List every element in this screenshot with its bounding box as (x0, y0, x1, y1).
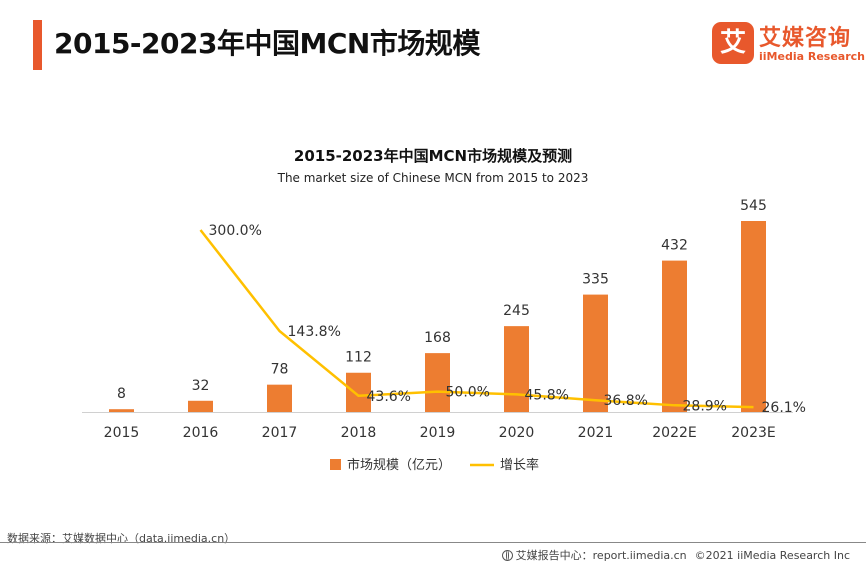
bar-2015 (109, 409, 134, 412)
growth-rate-label: 300.0% (209, 223, 262, 239)
iimedia-logo: 艾 艾媒咨询 iiMedia Research (712, 20, 865, 68)
chart-subtitle: The market size of Chinese MCN from 2015… (277, 171, 589, 185)
growth-rate-label: 50.0% (446, 385, 490, 401)
bar-value-label: 78 (271, 362, 289, 378)
logo-english-name: iiMedia Research (759, 50, 865, 63)
bar-value-label: 245 (503, 303, 530, 319)
x-tick-label: 2022E (652, 425, 696, 441)
logo-mark-icon: 艾 (712, 22, 754, 64)
x-tick-label: 2018 (341, 425, 377, 441)
bar-2020 (504, 326, 529, 412)
globe-icon (501, 550, 513, 561)
report-site: 艾媒报告中心：report.iimedia.cn (515, 549, 687, 562)
bar-value-label: 8 (117, 386, 126, 402)
bar-2019 (425, 353, 450, 412)
bar-2018 (346, 372, 371, 412)
title-accent-bar (33, 20, 42, 70)
x-tick-label: 2017 (262, 425, 298, 441)
bar-value-label: 112 (345, 350, 372, 366)
growth-rate-label: 36.8% (604, 393, 648, 409)
growth-rate-label: 143.8% (288, 324, 341, 340)
legend-bar-swatch (330, 459, 341, 470)
page-title: 2015-2023年中国MCN市场规模 (54, 27, 480, 60)
bar-2017 (267, 384, 292, 412)
legend-line-label: 增长率 (500, 457, 539, 473)
growth-rate-label: 26.1% (762, 400, 806, 416)
x-tick-label: 2016 (183, 425, 219, 441)
bar-2016 (188, 400, 213, 412)
data-source: 数据来源：艾媒数据中心（data.iimedia.cn） (7, 532, 236, 545)
bar-value-label: 432 (661, 238, 688, 254)
legend-bar-label: 市场规模（亿元） (347, 457, 451, 473)
x-tick-label: 2021 (578, 425, 614, 441)
bar-value-label: 168 (424, 330, 451, 346)
footer: 艾媒报告中心：report.iimedia.cn ©2021 iiMedia Re… (501, 547, 850, 563)
copyright: ©2021 iiMedia Research Inc (694, 549, 850, 562)
bar-value-label: 32 (192, 378, 210, 394)
logo-chinese-name: 艾媒咨询 (759, 26, 852, 51)
growth-rate-label: 28.9% (683, 398, 727, 414)
bar-value-label: 335 (582, 272, 609, 288)
x-tick-label: 2023E (731, 425, 775, 441)
growth-rate-label: 43.6% (367, 389, 411, 405)
x-tick-label: 2015 (104, 425, 140, 441)
bar-2022E (662, 260, 687, 412)
bar-2023E (741, 221, 766, 412)
bar-value-label: 545 (740, 198, 767, 214)
growth-rate-line (199, 229, 754, 409)
chart-title: 2015-2023年中国MCN市场规模及预测 (293, 147, 573, 165)
growth-rate-label: 45.8% (525, 387, 569, 403)
x-tick-label: 2020 (499, 425, 535, 441)
x-tick-label: 2019 (420, 425, 456, 441)
footer-divider (0, 542, 866, 543)
bar-2021 (583, 294, 608, 412)
